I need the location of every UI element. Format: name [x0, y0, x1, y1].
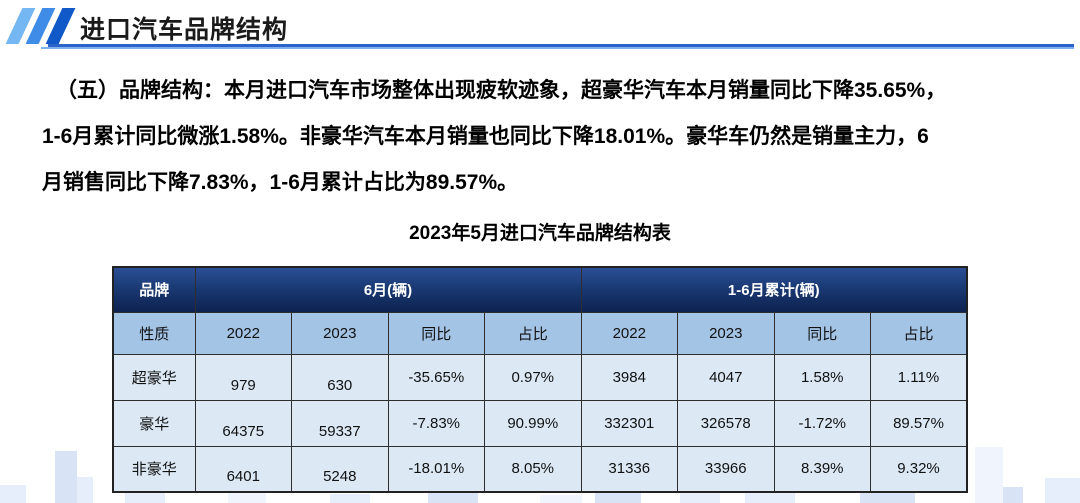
- header-june-group: 6月(辆): [194, 266, 582, 313]
- decor-bar: [540, 495, 582, 503]
- table-cell: 332301: [580, 399, 678, 447]
- table-cell: 31336: [580, 445, 678, 493]
- table-cell: 4047: [677, 353, 775, 401]
- header-brand: 品牌: [112, 266, 196, 313]
- header-cumulative-group: 1-6月累计(辆): [580, 266, 968, 313]
- table-cell: 64375: [194, 399, 292, 447]
- table-cell: -1.72%: [773, 399, 871, 447]
- header-cell: 2022: [194, 311, 292, 355]
- header-cell: 2022: [580, 311, 678, 355]
- table-header-row-2: 性质 2022 2023 同比 占比 2022 2023 同比 占比: [112, 311, 968, 355]
- row-label: 超豪华: [112, 353, 196, 401]
- decor-bar: [77, 477, 93, 503]
- table-cell: 5248: [291, 445, 389, 493]
- row-label: 非豪华: [112, 445, 196, 493]
- table-cell: 59337: [291, 399, 389, 447]
- decor-bar: [1045, 478, 1080, 503]
- table-cell: 1.11%: [870, 353, 968, 401]
- decor-bar: [975, 447, 1003, 503]
- table-cell: -35.65%: [387, 353, 485, 401]
- row-label: 豪华: [112, 399, 196, 447]
- table-cell: 8.39%: [773, 445, 871, 493]
- table-cell: 8.05%: [484, 445, 582, 493]
- decor-bar: [55, 451, 77, 503]
- table-cell: 1.58%: [773, 353, 871, 401]
- brand-structure-table: 品牌 6月(辆) 1-6月累计(辆) 性质 2022 2023 同比 占比 20…: [112, 266, 968, 493]
- header-cell: 同比: [387, 311, 485, 355]
- table-row: 超豪华 979 630 -35.65% 0.97% 3984 4047 1.58…: [112, 353, 968, 401]
- table-cell: 630: [291, 353, 389, 401]
- table-cell: 89.57%: [870, 399, 968, 447]
- table-cell: 3984: [580, 353, 678, 401]
- decor-bar: [330, 494, 370, 503]
- table-cell: 6401: [194, 445, 292, 493]
- table-cell: 326578: [677, 399, 775, 447]
- table-row: 豪华 64375 59337 -7.83% 90.99% 332301 3265…: [112, 399, 968, 447]
- table-cell: 979: [194, 353, 292, 401]
- header-rule-light: [41, 47, 1074, 49]
- paragraph-line: 月销售同比下降7.83%，1-6月累计占比为89.57%。: [42, 171, 519, 194]
- header-cell: 同比: [773, 311, 871, 355]
- decor-bar: [680, 491, 720, 503]
- table-title: 2023年5月进口汽车品牌结构表: [409, 223, 671, 244]
- table-cell: 0.97%: [484, 353, 582, 401]
- paragraph-line: （五）品牌结构：本月进口汽车市场整体出现疲软迹象，超豪华汽车本月销量同比下降35…: [56, 79, 947, 102]
- paragraph-line: 1-6月累计同比微涨1.58%。非豪华汽车本月销量也同比下降18.01%。豪华车…: [42, 125, 929, 148]
- decor-bar: [228, 493, 266, 503]
- header-cell: 占比: [484, 311, 582, 355]
- decor-bar: [745, 491, 795, 503]
- header-cell: 2023: [677, 311, 775, 355]
- table-row: 非豪华 6401 5248 -18.01% 8.05% 31336 33966 …: [112, 445, 968, 493]
- decor-bar: [1003, 487, 1023, 503]
- header-cell: 占比: [870, 311, 968, 355]
- table-cell: 90.99%: [484, 399, 582, 447]
- decor-bar: [0, 485, 26, 503]
- page-title: 进口汽车品牌结构: [80, 16, 289, 44]
- table-cell: -18.01%: [387, 445, 485, 493]
- table-cell: -7.83%: [387, 399, 485, 447]
- table-cell: 33966: [677, 445, 775, 493]
- table-cell: 9.32%: [870, 445, 968, 493]
- header-rule-dark: [48, 44, 1074, 47]
- summary-paragraph: （五）品牌结构：本月进口汽车市场整体出现疲软迹象，超豪华汽车本月销量同比下降35…: [42, 68, 1042, 206]
- triple-slash-icon: [5, 8, 76, 44]
- header-cell: 2023: [291, 311, 389, 355]
- slide-header: 进口汽车品牌结构: [0, 0, 1080, 56]
- table-header-row-1: 品牌 6月(辆) 1-6月累计(辆): [112, 266, 968, 313]
- header-cell: 性质: [112, 311, 196, 355]
